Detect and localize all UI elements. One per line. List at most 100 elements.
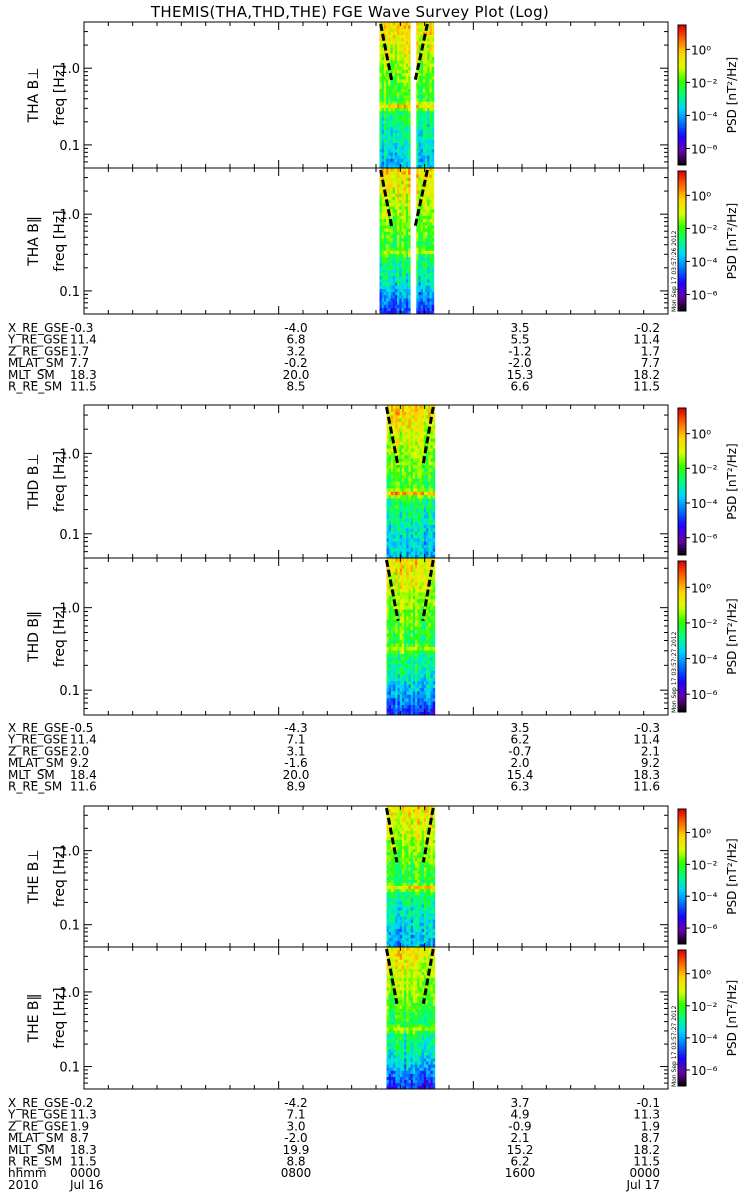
spectrogram-cell [392,183,396,188]
spectrogram-cell [392,98,396,102]
spectrogram-cell [379,260,382,264]
spectrogram-cell [405,91,409,96]
spectrogram-cell [404,605,407,610]
spectrogram-cell [421,441,425,446]
spectrogram-cell [428,592,431,596]
spectrogram-cell [381,212,385,216]
spectrogram-cell [412,646,416,651]
spectrogram-cell [383,253,387,258]
spectrogram-cell [406,541,409,545]
spectrogram-cell [390,897,394,902]
spectrogram-cell [401,633,405,637]
spectrogram-cell [425,110,428,115]
spectrogram-cell [386,91,389,96]
colorbar-segment [678,250,686,253]
spectrogram-cell [419,663,423,668]
spectrogram-cell [388,879,392,883]
spectrogram-cell [427,139,430,143]
spectrogram-cell [430,616,434,620]
spectrogram-cell [423,464,427,469]
spectrogram-cell [425,269,428,274]
spectrogram-cell [404,434,407,439]
spectrogram-cell [393,568,396,572]
spectrogram-cell [423,551,427,555]
spectrogram-cell [399,44,402,48]
spectrogram-cell [401,484,405,489]
spectrogram-cell [419,434,423,439]
spectrogram-cell [401,256,404,261]
spectrogram-cell [419,488,423,492]
y-tick-label: 0.1 [59,285,80,300]
spectrogram-cell [390,285,393,289]
spectrogram-cell [418,304,421,308]
spectrogram-cell [379,72,382,77]
spectrogram-cell [399,206,402,210]
spectrogram-cell [388,247,391,251]
spectrogram-cell [408,266,411,270]
spectrogram-cell [426,660,429,665]
spectrogram-cell [388,575,392,579]
spectrogram-cell [397,663,401,668]
spectrogram-cell [422,47,426,51]
spectrogram-cell [415,684,418,688]
panel-label: THA B‖ [26,216,42,267]
spectrogram-cell [406,471,409,476]
spectrogram-cell [399,478,403,482]
spectrogram-cell [406,691,409,695]
spectrogram-cell [420,28,424,32]
spectrogram-cell [430,488,434,492]
colorbar-segment [678,593,686,597]
spectrogram-cell [390,298,393,302]
spectrogram-cell [390,812,394,816]
spectrogram-cell [418,25,421,29]
colorbar-segment [678,137,686,140]
spectrogram-cell [379,285,382,289]
spectrogram-cell [379,34,382,39]
spectrogram-cell [393,660,396,665]
spectrogram-cell [383,25,387,29]
spectrogram-cell [404,494,407,499]
spectrogram-cell [430,605,434,610]
spectrogram-cell [408,592,412,596]
spectrogram-cell [421,619,425,624]
spectrogram-cell [386,285,389,289]
spectrogram-cell [381,256,385,261]
spectrogram-cell [429,53,432,58]
spectrogram-cell [392,215,396,220]
spectrogram-cell [379,123,382,128]
spectrogram-cell [386,221,389,226]
spectrogram-cell [390,247,393,251]
spectrogram-cell [395,451,398,456]
spectrogram-cell [379,263,382,267]
spectrogram-cell [404,541,407,545]
spectrogram-cell [392,294,396,299]
spectrogram-cell [383,56,387,61]
spectrogram-cell [420,196,424,201]
spectrogram-cell [401,98,404,102]
spectrogram-cell [428,609,431,613]
spectrogram-cell [428,595,431,600]
spectrogram-cell [405,237,409,242]
spectrogram-cell [426,701,429,706]
spectrogram-cell [427,56,430,61]
spectrogram-cell [406,684,409,688]
spectrogram-cell [428,458,431,462]
spectrogram-cell [423,528,427,532]
spectrogram-cell [426,585,429,590]
spectrogram-cell [386,139,389,143]
spectrogram-cell [406,680,409,685]
spectrogram-cell [416,129,419,134]
spectrogram-cell [416,282,419,286]
spectrogram-cell [390,913,394,917]
spectrogram-cell [397,531,401,536]
spectrogram-cell [390,931,394,936]
spectrogram-cell [401,571,405,576]
spectrogram-cell [418,66,421,70]
spectrogram-cell [390,202,393,207]
spectrogram-cell [422,199,426,204]
spectrogram-cell [422,234,426,239]
spectrogram-cell [397,187,400,191]
spectrogram-cell [426,680,429,685]
spectrogram-cell [432,680,436,685]
spectrogram-cell [421,639,425,644]
